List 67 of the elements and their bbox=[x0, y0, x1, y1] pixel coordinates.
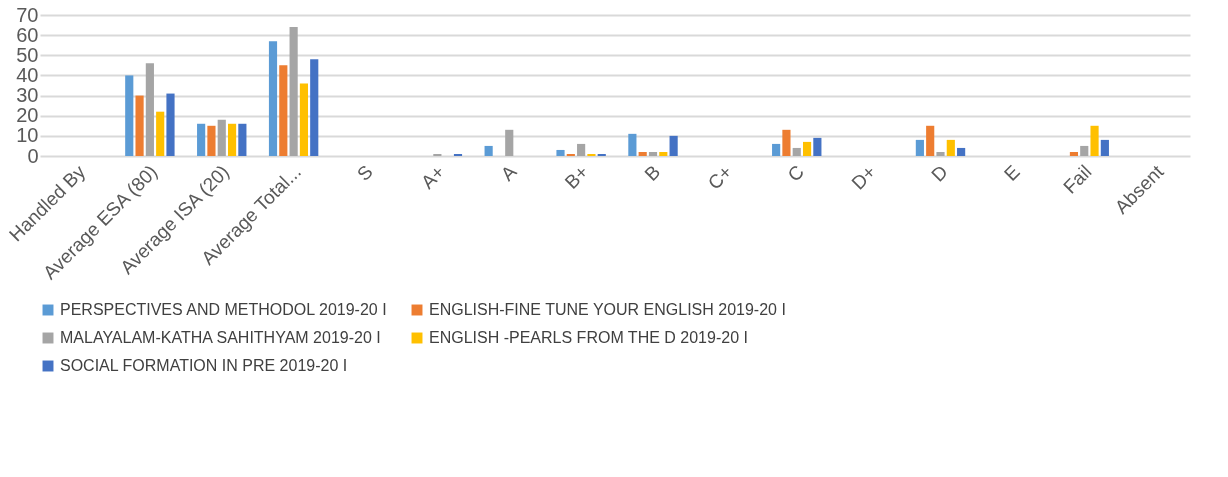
bar bbox=[1080, 145, 1089, 156]
bar bbox=[505, 129, 514, 156]
bar bbox=[268, 41, 278, 156]
bar bbox=[957, 147, 966, 156]
bar bbox=[926, 125, 935, 156]
bar bbox=[946, 139, 955, 156]
bar bbox=[484, 145, 493, 156]
x-tick-label: S bbox=[353, 161, 377, 185]
bar bbox=[566, 153, 575, 156]
bar bbox=[772, 143, 781, 156]
bar bbox=[1069, 151, 1079, 156]
y-tick-label: 70 bbox=[16, 3, 39, 26]
bar bbox=[197, 123, 206, 156]
bar bbox=[1090, 125, 1099, 156]
bar bbox=[207, 125, 216, 156]
bar bbox=[669, 135, 678, 156]
y-tick-label: 0 bbox=[27, 144, 39, 167]
y-tick-label: 40 bbox=[16, 63, 39, 86]
bar bbox=[936, 151, 945, 156]
bar bbox=[813, 137, 822, 156]
bar bbox=[145, 63, 154, 156]
legend-label: SOCIAL FORMATION IN PRE 2019-20 I bbox=[60, 357, 348, 374]
bar bbox=[1100, 139, 1109, 156]
x-tick-label: A bbox=[496, 160, 521, 185]
y-tick-label: 50 bbox=[16, 43, 39, 66]
bar bbox=[310, 59, 319, 156]
y-tick-label: 10 bbox=[16, 124, 39, 147]
x-tick-label: C bbox=[783, 161, 809, 186]
bar bbox=[289, 27, 298, 156]
legend-label: ENGLISH-FINE TUNE YOUR ENGLISH 2019-20 I bbox=[429, 301, 786, 318]
bar bbox=[597, 153, 606, 156]
bar bbox=[638, 151, 647, 156]
bar bbox=[915, 139, 924, 156]
bar bbox=[792, 147, 801, 156]
legend-label: ENGLISH -PEARLS FROM THE D 2019-20 I bbox=[429, 329, 748, 346]
bar bbox=[659, 151, 668, 156]
bar bbox=[299, 83, 309, 156]
bar bbox=[628, 133, 637, 156]
bar bbox=[279, 65, 288, 156]
x-tick-label: A+ bbox=[417, 161, 449, 193]
bar bbox=[433, 153, 442, 156]
bar bbox=[156, 111, 165, 156]
legend-label: PERSPECTIVES AND METHODOL 2019-20 I bbox=[60, 301, 387, 318]
legend-label: MALAYALAM-KATHA SAHITHYAM 2019-20 I bbox=[60, 329, 381, 346]
x-tick-label: B+ bbox=[560, 161, 593, 193]
bar bbox=[135, 95, 144, 156]
bar bbox=[453, 153, 463, 156]
x-tick-label: D bbox=[927, 161, 952, 186]
bar bbox=[125, 75, 134, 156]
bar bbox=[227, 123, 237, 156]
bar bbox=[556, 149, 565, 156]
bar bbox=[802, 141, 812, 156]
bar bbox=[648, 151, 658, 156]
bar bbox=[587, 153, 596, 156]
x-tick-label: C+ bbox=[703, 161, 737, 194]
x-tick-label: E bbox=[999, 161, 1024, 185]
y-tick-label: 20 bbox=[16, 104, 39, 127]
bar bbox=[238, 123, 247, 156]
y-tick-label: 60 bbox=[16, 23, 39, 46]
bar bbox=[217, 119, 226, 156]
bar bbox=[577, 143, 586, 156]
x-tick-label: B bbox=[640, 161, 665, 185]
bar bbox=[166, 93, 175, 156]
y-tick-label: 30 bbox=[16, 84, 39, 107]
bar bbox=[782, 129, 791, 156]
x-tick-label: Fail bbox=[1059, 161, 1096, 198]
x-tick-label: D+ bbox=[847, 161, 880, 194]
